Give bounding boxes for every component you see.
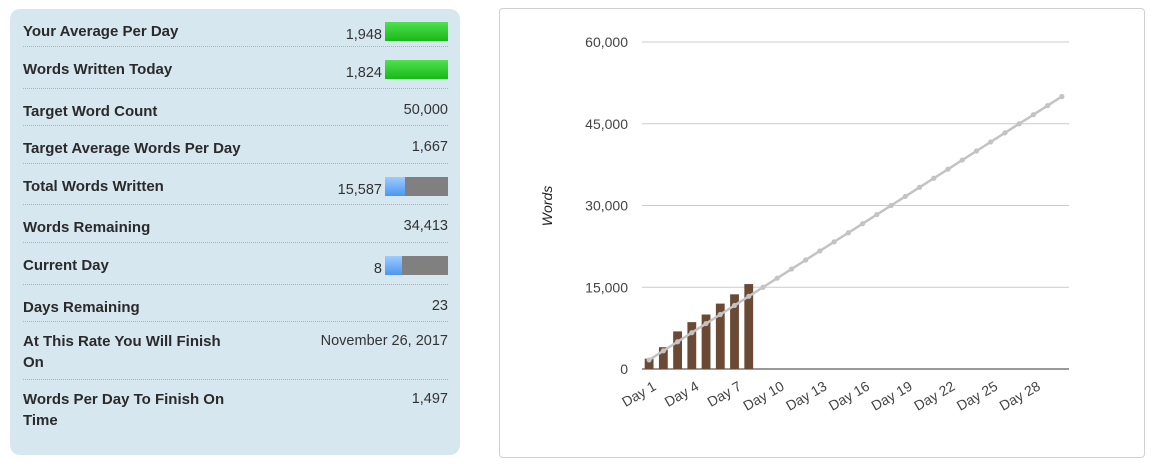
- stat-value: 50,000: [403, 102, 448, 118]
- progress-bar-fill: [385, 60, 448, 79]
- target-point: [931, 175, 937, 181]
- stat-label: Your Average Per Day: [23, 23, 179, 40]
- target-point: [945, 166, 951, 172]
- target-point: [902, 193, 908, 200]
- x-tick-label: Day 7: [704, 378, 744, 410]
- target-point: [660, 348, 666, 354]
- stat-value: 8: [373, 261, 382, 277]
- stat-value: November 26, 2017: [320, 333, 448, 349]
- x-tick-label: Day 25: [954, 378, 1001, 414]
- target-point: [788, 266, 795, 272]
- bar: [715, 303, 725, 369]
- stat-label: Days Remaining: [23, 299, 140, 316]
- target-point: [874, 211, 880, 218]
- bar: [687, 322, 697, 369]
- stat-value: 23: [431, 298, 448, 314]
- bar: [744, 284, 754, 369]
- progress-bar: [385, 256, 448, 275]
- stat-row: Words Remaining 34,413: [23, 205, 448, 243]
- progress-bar-fill: [385, 22, 448, 41]
- progress-bar: [385, 22, 448, 41]
- progress-bar-fill: [385, 177, 405, 196]
- chart-svg: 60,000 45,000 30,000 15,000 0 Words Day 1 Day 4…: [539, 34, 1069, 414]
- target-point: [1016, 121, 1022, 127]
- x-tick-label: Day 13: [783, 378, 830, 414]
- target-point: [888, 202, 894, 209]
- stat-label: Words Per Day To Finish On Time: [23, 391, 225, 429]
- stat-label: Total Words Written: [23, 178, 164, 195]
- target-point: [746, 293, 752, 299]
- target-point: [1045, 102, 1051, 109]
- stat-value: 34,413: [403, 218, 448, 234]
- stat-row: Days Remaining 23: [23, 285, 448, 322]
- target-point: [860, 221, 866, 227]
- x-tick-label: Day 19: [868, 378, 915, 414]
- target-point: [973, 148, 980, 154]
- stat-label: Words Remaining: [23, 219, 151, 236]
- target-point: [988, 139, 994, 145]
- stat-label: Target Word Count: [23, 103, 158, 120]
- stat-row: At This Rate You Will Finish On November …: [23, 322, 448, 380]
- target-point: [760, 284, 766, 290]
- y-tick-label: 0: [620, 361, 628, 377]
- stat-value: 1,667: [411, 139, 448, 155]
- bar: [701, 314, 711, 369]
- progress-bar: [385, 177, 448, 196]
- target-point: [916, 184, 923, 190]
- x-tick-label: Day 16: [826, 378, 873, 414]
- target-point: [646, 357, 652, 363]
- target-point: [1002, 130, 1008, 136]
- target-point: [703, 320, 709, 327]
- x-tick-label: Day 4: [662, 378, 702, 410]
- stat-value: 1,824: [345, 65, 382, 81]
- x-tick-label: Day 10: [740, 378, 787, 414]
- stat-row: Total Words Written 15,587: [23, 164, 448, 205]
- y-tick-label: 30,000: [585, 198, 628, 214]
- target-line: [648, 95, 1063, 361]
- stat-value: 1,497: [411, 391, 448, 407]
- stat-row: Your Average Per Day 1,948: [23, 9, 448, 47]
- target-point: [731, 302, 738, 309]
- y-axis-label: Words: [539, 186, 555, 226]
- target-point: [845, 230, 851, 236]
- bar: [673, 331, 682, 369]
- target-point: [1059, 93, 1065, 100]
- target-point: [817, 248, 823, 254]
- stat-row: Target Word Count 50,000: [23, 89, 448, 126]
- target-point: [803, 257, 809, 263]
- stat-row: Words Written Today 1,824: [23, 47, 448, 89]
- progress-bar-fill: [385, 256, 402, 275]
- target-point: [959, 157, 965, 163]
- target-point: [689, 330, 695, 336]
- stat-value: 1,948: [345, 27, 382, 43]
- target-point: [1030, 112, 1037, 118]
- bar: [658, 347, 668, 369]
- stat-row: Words Per Day To Finish On Time 1,497: [23, 380, 448, 434]
- x-tick-label: Day 1: [619, 378, 659, 410]
- stat-row: Target Average Words Per Day 1,667: [23, 126, 448, 164]
- y-tick-label: 60,000: [585, 34, 628, 50]
- progress-bar: [385, 60, 448, 79]
- target-point: [831, 239, 837, 245]
- y-tick-label: 45,000: [585, 116, 628, 132]
- target-point: [674, 339, 681, 345]
- target-point: [717, 311, 723, 318]
- x-tick-label: Day 22: [911, 378, 958, 414]
- stat-label: Current Day: [23, 257, 109, 274]
- stat-label: Target Average Words Per Day: [23, 140, 241, 157]
- target-point: [774, 275, 780, 281]
- y-tick-label: 15,000: [585, 279, 628, 295]
- bar: [730, 294, 739, 369]
- x-tick-label: Day 28: [997, 378, 1044, 414]
- stat-label: Words Written Today: [23, 61, 173, 78]
- stat-value: 15,587: [337, 182, 382, 198]
- bar: [644, 358, 654, 369]
- stats-panel: Your Average Per Day 1,948 Words Written T…: [10, 9, 460, 455]
- word-count-chart: 60,000 45,000 30,000 15,000 0 Words Day 1 Day 4…: [499, 8, 1145, 458]
- stat-row: Current Day 8: [23, 243, 448, 285]
- stat-label: At This Rate You Will Finish On: [23, 333, 221, 371]
